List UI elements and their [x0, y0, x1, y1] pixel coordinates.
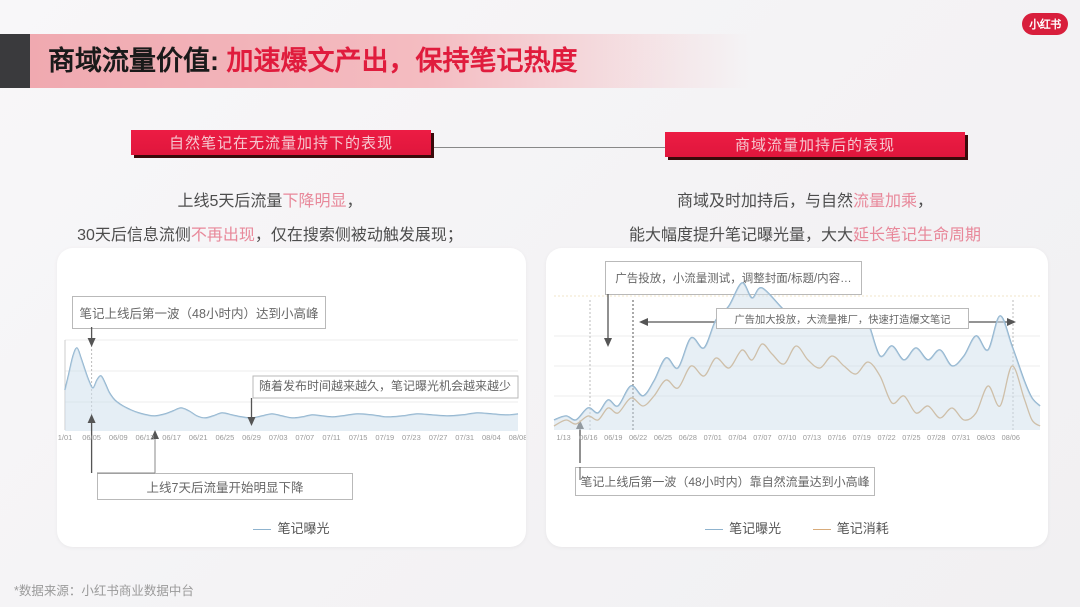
- svg-text:08/08: 08/08: [509, 433, 526, 442]
- svg-text:06/16: 06/16: [579, 433, 597, 442]
- svg-text:随着发布时间越来越久，笔记曝光机会越来越少: 随着发布时间越来越久，笔记曝光机会越来越少: [259, 378, 511, 393]
- svg-text:06/17: 06/17: [162, 433, 181, 442]
- svg-text:07/01: 07/01: [704, 433, 722, 442]
- svg-text:07/04: 07/04: [728, 433, 746, 442]
- svg-text:1/13: 1/13: [556, 433, 570, 442]
- svg-text:06/25: 06/25: [654, 433, 672, 442]
- svg-text:07/07: 07/07: [295, 433, 314, 442]
- svg-text:07/23: 07/23: [402, 433, 421, 442]
- svg-text:07/11: 07/11: [322, 433, 340, 442]
- svg-text:07/10: 07/10: [778, 433, 796, 442]
- svg-text:07/31: 07/31: [455, 433, 474, 442]
- svg-text:07/13: 07/13: [803, 433, 821, 442]
- svg-text:07/31: 07/31: [952, 433, 970, 442]
- svg-text:07/19: 07/19: [853, 433, 871, 442]
- svg-text:08/03: 08/03: [977, 433, 995, 442]
- svg-text:07/27: 07/27: [429, 433, 448, 442]
- svg-text:06/29: 06/29: [242, 433, 261, 442]
- svg-text:07/15: 07/15: [349, 433, 368, 442]
- svg-text:07/25: 07/25: [902, 433, 920, 442]
- svg-text:08/06: 08/06: [1002, 433, 1020, 442]
- svg-text:06/13: 06/13: [136, 433, 155, 442]
- svg-text:06/25: 06/25: [216, 433, 235, 442]
- svg-text:06/09: 06/09: [109, 433, 128, 442]
- svg-text:06/05: 06/05: [82, 433, 101, 442]
- svg-text:07/19: 07/19: [375, 433, 394, 442]
- svg-text:06/28: 06/28: [679, 433, 697, 442]
- svg-text:1/01: 1/01: [58, 433, 73, 442]
- svg-text:06/19: 06/19: [604, 433, 622, 442]
- svg-text:07/07: 07/07: [753, 433, 771, 442]
- svg-text:07/03: 07/03: [269, 433, 288, 442]
- svg-text:06/22: 06/22: [629, 433, 647, 442]
- svg-text:07/28: 07/28: [927, 433, 945, 442]
- svg-text:07/22: 07/22: [877, 433, 895, 442]
- svg-text:08/04: 08/04: [482, 433, 501, 442]
- svg-text:06/21: 06/21: [189, 433, 208, 442]
- svg-text:07/16: 07/16: [828, 433, 846, 442]
